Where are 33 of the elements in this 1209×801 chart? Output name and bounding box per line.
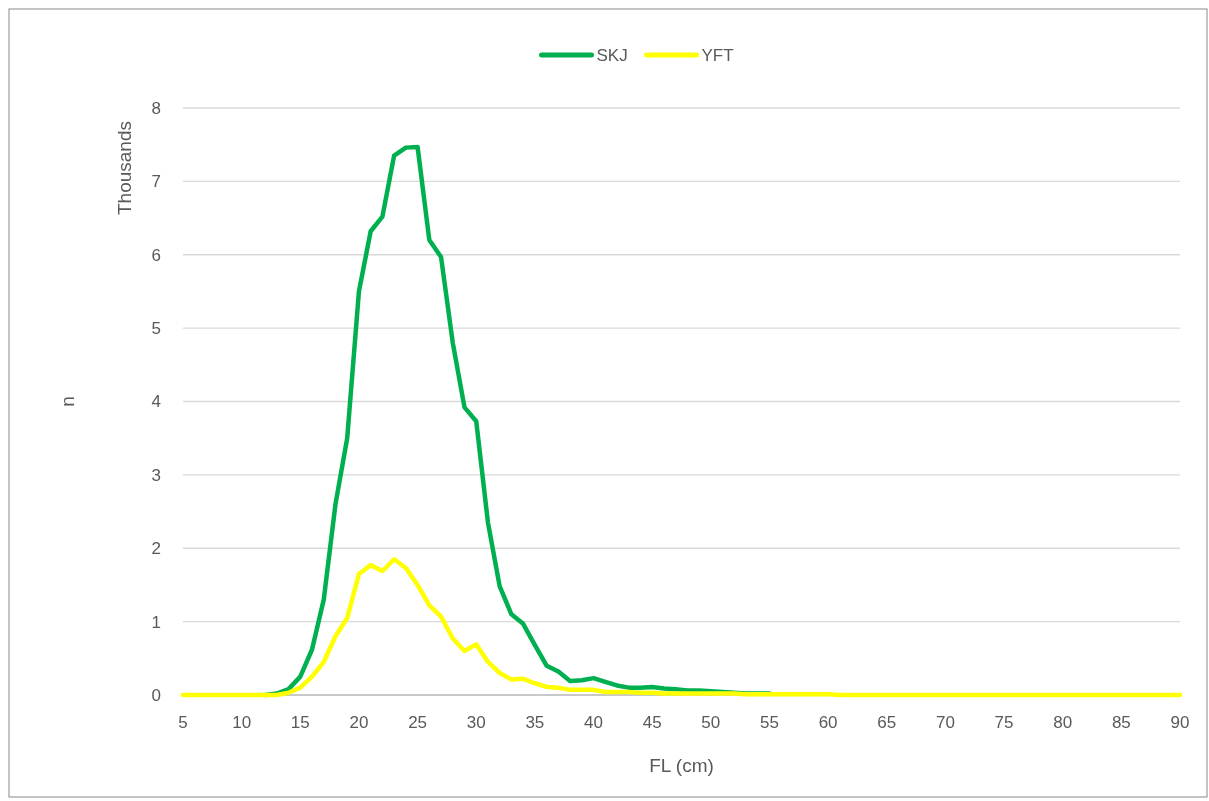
legend-label: YFT xyxy=(701,45,734,65)
y-tick-label: 6 xyxy=(151,245,161,265)
x-tick-label: 50 xyxy=(701,713,721,732)
y-tick-label: 5 xyxy=(151,319,161,339)
x-tick-label: 90 xyxy=(1170,713,1190,732)
text: Thousands xyxy=(114,120,135,216)
legend-label: SKJ xyxy=(596,45,628,65)
x-tick-label: 5 xyxy=(178,713,188,732)
y-axis-title: n xyxy=(57,396,78,407)
x-tick-label: 60 xyxy=(818,713,838,732)
x-tick-label: 40 xyxy=(584,713,603,732)
x-tick-label: 55 xyxy=(760,713,779,732)
x-tick-label: 80 xyxy=(1053,713,1073,732)
x-axis-title: FL (cm) xyxy=(649,755,714,776)
x-tick-label: 20 xyxy=(349,713,369,732)
x-tick-label: 75 xyxy=(994,713,1014,732)
x-tick-label: 15 xyxy=(290,713,310,732)
line-series xyxy=(180,557,1183,698)
x-tick-label: 70 xyxy=(935,713,955,732)
y-tick-label: 8 xyxy=(151,98,161,118)
y-tick-label: 2 xyxy=(151,539,161,559)
x-tick-label: 30 xyxy=(466,713,486,732)
y-tick-label: 0 xyxy=(151,685,161,705)
x-tick-label: 25 xyxy=(408,713,428,732)
y-tick-label: 7 xyxy=(151,172,161,192)
x-tick-label: 45 xyxy=(642,713,662,732)
x-tick-label: 85 xyxy=(1111,713,1131,732)
x-tick-label: 10 xyxy=(232,713,252,732)
y-tick-label: 4 xyxy=(151,392,161,412)
x-tick-label: 35 xyxy=(525,713,545,732)
y-tick-label: 3 xyxy=(151,465,161,485)
x-tick-label: 65 xyxy=(877,713,897,732)
y-tick-label: 1 xyxy=(151,612,161,632)
